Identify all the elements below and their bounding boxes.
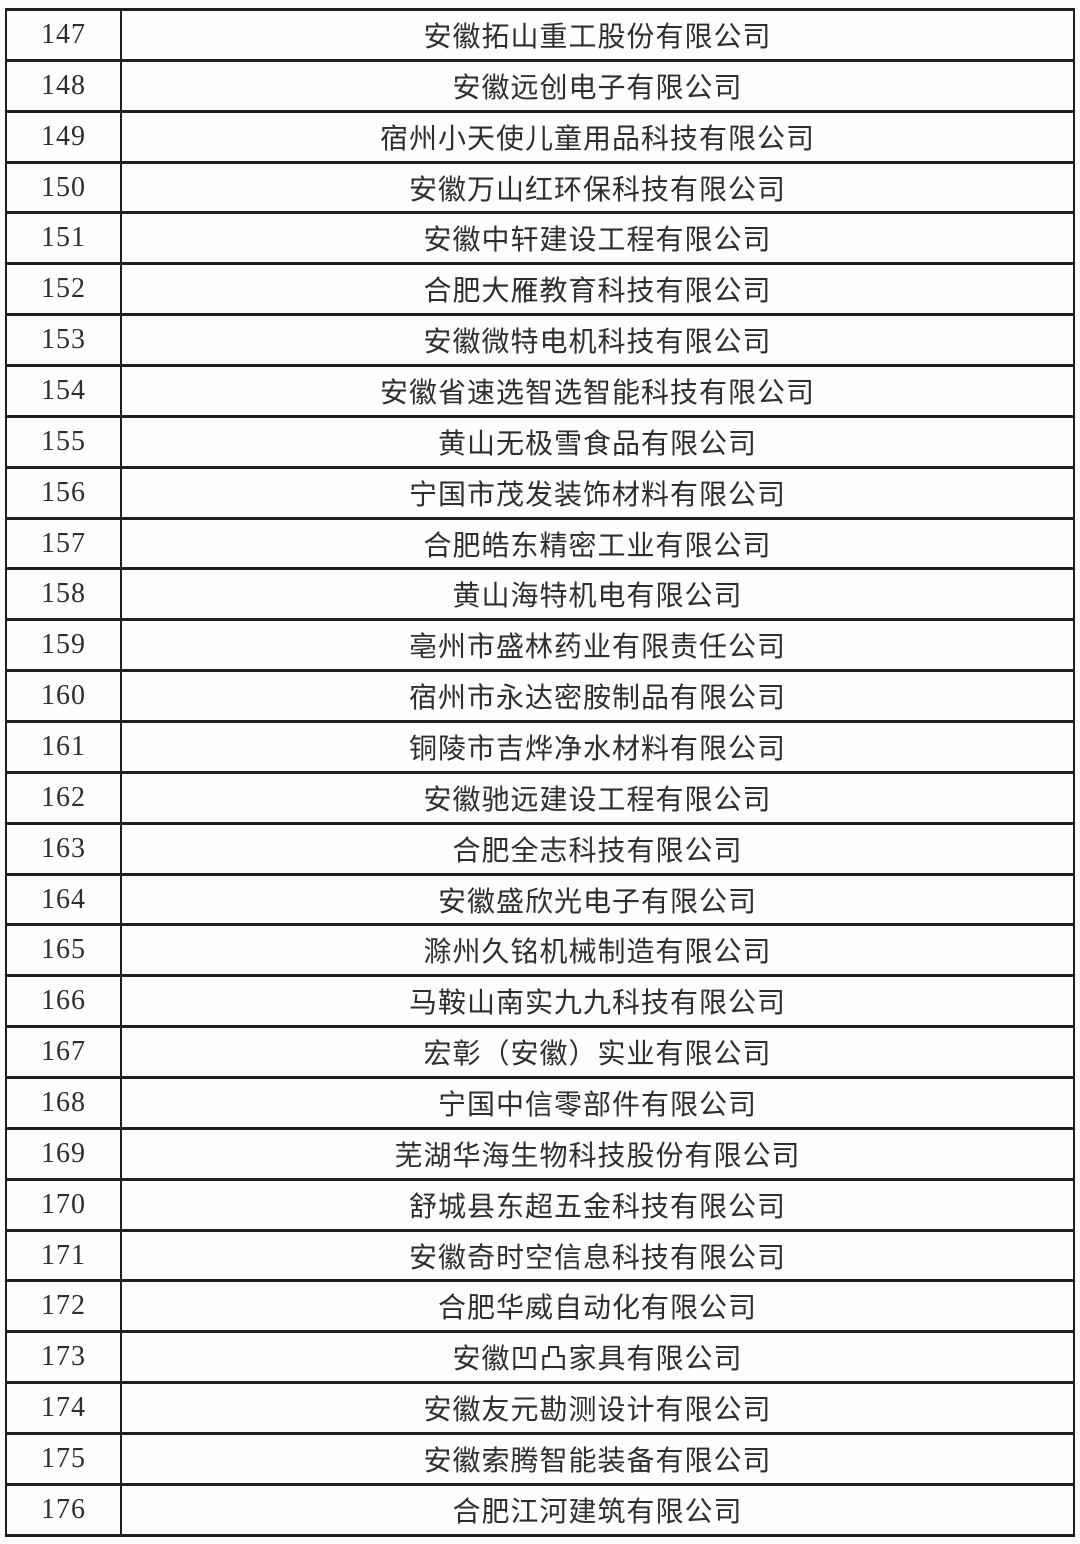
row-number-cell: 157 [5,516,122,571]
company-table-body: 147 安徽拓山重工股份有限公司 148 安徽远创电子有限公司 149 宿州小天… [5,8,1075,1538]
company-name-cell: 安徽中轩建设工程有限公司 [120,211,1075,266]
company-name-cell: 安徽奇时空信息科技有限公司 [120,1228,1075,1283]
row-number-cell: 171 [5,1228,122,1283]
table-row: 153 安徽微特电机科技有限公司 [5,313,1075,368]
row-number-cell: 148 [5,58,122,113]
row-number-cell: 172 [5,1279,122,1334]
company-name-cell: 安徽万山红环保科技有限公司 [120,160,1075,215]
company-name-cell: 安徽远创电子有限公司 [120,58,1075,113]
row-number-cell: 152 [5,262,122,317]
company-name-cell: 黄山无极雪食品有限公司 [120,414,1075,469]
row-number-cell: 170 [5,1177,122,1232]
row-number-cell: 163 [5,821,122,876]
table-row: 165 滁州久铭机械制造有限公司 [5,923,1075,978]
table-row: 174 安徽友元勘测设计有限公司 [5,1381,1075,1436]
company-name-cell: 安徽凹凸家具有限公司 [120,1330,1075,1385]
row-number-cell: 156 [5,465,122,520]
company-name-cell: 宏彰（安徽）实业有限公司 [120,1025,1075,1080]
row-number-cell: 155 [5,414,122,469]
table-row: 149 宿州小天使儿童用品科技有限公司 [5,109,1075,164]
table-row: 161 铜陵市吉烨净水材料有限公司 [5,720,1075,774]
table-row: 168 宁国中信零部件有限公司 [5,1076,1075,1130]
row-number-cell: 149 [5,109,122,164]
row-number-cell: 154 [5,364,122,418]
table-row: 162 安徽驰远建设工程有限公司 [5,770,1075,825]
table-row: 171 安徽奇时空信息科技有限公司 [5,1228,1075,1283]
table-row: 164 安徽盛欣光电子有限公司 [5,872,1075,927]
row-number-cell: 164 [5,872,122,927]
company-name-cell: 宿州小天使儿童用品科技有限公司 [120,109,1075,164]
table-row: 172 合肥华威自动化有限公司 [5,1279,1075,1334]
company-name-cell: 安徽盛欣光电子有限公司 [120,872,1075,927]
row-number-cell: 176 [5,1482,122,1538]
row-number-cell: 150 [5,160,122,215]
table-row: 155 黄山无极雪食品有限公司 [5,414,1075,469]
row-number-cell: 173 [5,1330,122,1385]
table-row: 169 芜湖华海生物科技股份有限公司 [5,1126,1075,1181]
row-number-cell: 159 [5,618,122,673]
company-name-cell: 合肥华威自动化有限公司 [120,1279,1075,1334]
table-row: 150 安徽万山红环保科技有限公司 [5,160,1075,215]
table-row: 166 马鞍山南实九九科技有限公司 [5,974,1075,1029]
row-number-cell: 165 [5,923,122,978]
row-number-cell: 160 [5,669,122,724]
table-row: 163 合肥全志科技有限公司 [5,821,1075,876]
table-row: 154 安徽省速选智选智能科技有限公司 [5,364,1075,418]
table-row: 151 安徽中轩建设工程有限公司 [5,211,1075,266]
row-number-cell: 151 [5,211,122,266]
company-name-cell: 铜陵市吉烨净水材料有限公司 [120,720,1075,774]
row-number-cell: 147 [5,8,122,62]
company-name-cell: 舒城县东超五金科技有限公司 [120,1177,1075,1232]
table-row: 160 宿州市永达密胺制品有限公司 [5,669,1075,724]
row-number-cell: 168 [5,1076,122,1130]
company-name-cell: 安徽省速选智选智能科技有限公司 [120,364,1075,418]
row-number-cell: 169 [5,1126,122,1181]
company-name-cell: 安徽友元勘测设计有限公司 [120,1381,1075,1436]
table-row: 157 合肥皓东精密工业有限公司 [5,516,1075,571]
table-row: 167 宏彰（安徽）实业有限公司 [5,1025,1075,1080]
row-number-cell: 175 [5,1432,122,1486]
company-table: 147 安徽拓山重工股份有限公司 148 安徽远创电子有限公司 149 宿州小天… [5,8,1075,1538]
company-name-cell: 合肥皓东精密工业有限公司 [120,516,1075,571]
row-number-cell: 161 [5,720,122,774]
row-number-cell: 158 [5,567,122,622]
company-name-cell: 安徽驰远建设工程有限公司 [120,770,1075,825]
table-row: 148 安徽远创电子有限公司 [5,58,1075,113]
row-number-cell: 174 [5,1381,122,1436]
company-name-cell: 宁国中信零部件有限公司 [120,1076,1075,1130]
company-name-cell: 合肥全志科技有限公司 [120,821,1075,876]
company-name-cell: 安徽拓山重工股份有限公司 [120,8,1075,62]
company-name-cell: 合肥大雁教育科技有限公司 [120,262,1075,317]
table-row: 176 合肥江河建筑有限公司 [5,1482,1075,1538]
table-row: 175 安徽索腾智能装备有限公司 [5,1432,1075,1486]
company-name-cell: 黄山海特机电有限公司 [120,567,1075,622]
company-name-cell: 马鞍山南实九九科技有限公司 [120,974,1075,1029]
company-name-cell: 滁州久铭机械制造有限公司 [120,923,1075,978]
table-row: 152 合肥大雁教育科技有限公司 [5,262,1075,317]
table-row: 156 宁国市茂发装饰材料有限公司 [5,465,1075,520]
company-name-cell: 宿州市永达密胺制品有限公司 [120,669,1075,724]
table-row: 170 舒城县东超五金科技有限公司 [5,1177,1075,1232]
company-name-cell: 合肥江河建筑有限公司 [120,1482,1075,1538]
company-name-cell: 芜湖华海生物科技股份有限公司 [120,1126,1075,1181]
company-name-cell: 亳州市盛林药业有限责任公司 [120,618,1075,673]
row-number-cell: 153 [5,313,122,368]
company-name-cell: 宁国市茂发装饰材料有限公司 [120,465,1075,520]
table-row: 173 安徽凹凸家具有限公司 [5,1330,1075,1385]
table-row: 158 黄山海特机电有限公司 [5,567,1075,622]
company-name-cell: 安徽索腾智能装备有限公司 [120,1432,1075,1486]
row-number-cell: 166 [5,974,122,1029]
company-name-cell: 安徽微特电机科技有限公司 [120,313,1075,368]
row-number-cell: 162 [5,770,122,825]
table-row: 159 亳州市盛林药业有限责任公司 [5,618,1075,673]
table-row: 147 安徽拓山重工股份有限公司 [5,8,1075,62]
row-number-cell: 167 [5,1025,122,1080]
